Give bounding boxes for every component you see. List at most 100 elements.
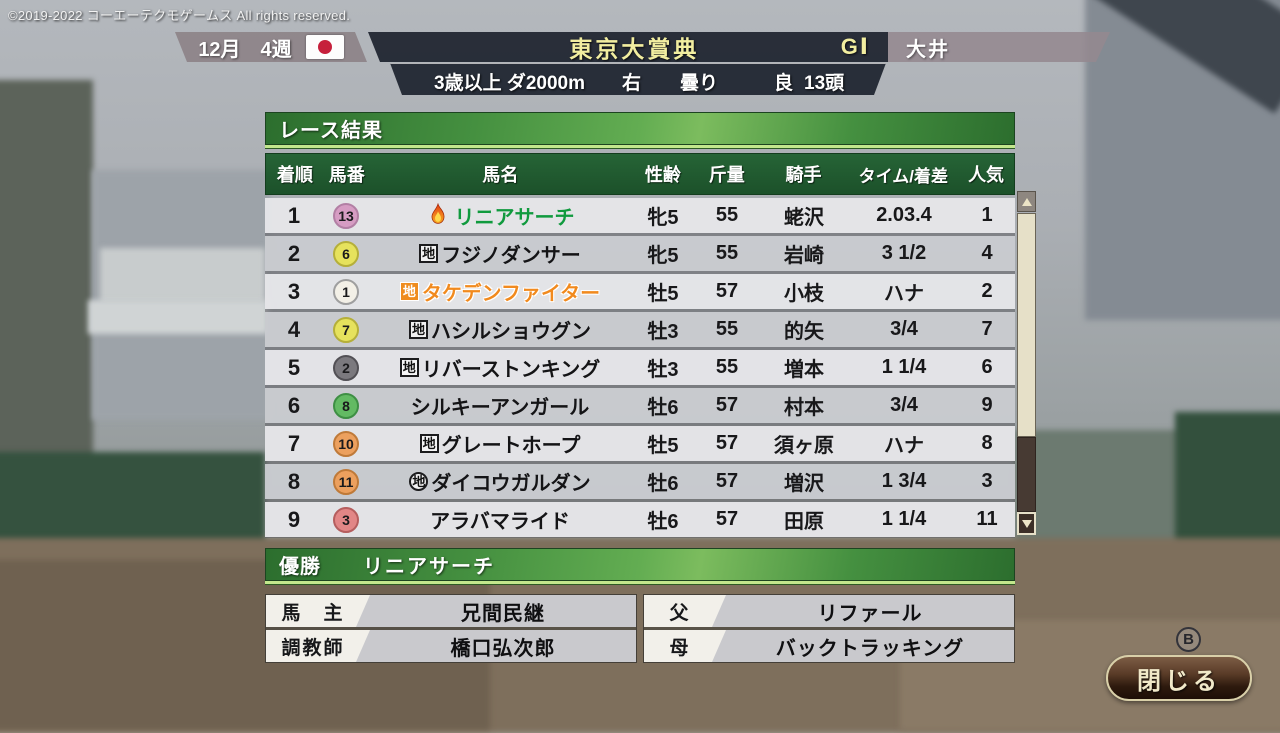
flame-icon: [431, 202, 444, 224]
carried-weight: 57: [715, 470, 739, 492]
horse-number-cell: 1: [323, 278, 369, 305]
gamepad-b-badge: B: [1176, 627, 1201, 652]
horse-name: リニアサーチ: [454, 207, 575, 229]
jockey: 小枝: [784, 283, 824, 305]
date-bar: 12月 4週: [175, 32, 367, 62]
panel-accent-line: [265, 145, 1015, 149]
col-finish: 着順: [276, 165, 313, 185]
wall-right: [1015, 430, 1180, 545]
race-title-bar: 東京大賞典 GⅠ: [368, 32, 888, 62]
carried-weight: 57: [715, 432, 739, 454]
horse-name-cell: 地 ダイコウガルダン: [369, 467, 631, 496]
horse-number-cell: 10: [323, 430, 369, 457]
track-bar: 大井: [888, 32, 1110, 62]
table-row[interactable]: 9 3 アラバマライド 牡6 57 田原 1 1/4 11: [265, 502, 1015, 537]
horse-name-cell: シルキーアンガール: [369, 391, 631, 420]
finish-position: 6: [287, 392, 301, 418]
race-date: 12月 4週: [198, 38, 292, 61]
owner-row: 馬 主 兄間民継: [266, 595, 636, 627]
race-conditions-bar: 3歳以上 ダ2000m 右 曇り 良 13頭: [390, 63, 886, 95]
chi-mark: 地: [419, 244, 439, 263]
scroll-up-button[interactable]: [1017, 191, 1036, 212]
flag-sun: [318, 40, 332, 54]
condition-head-count: 13頭: [804, 73, 845, 94]
finish-position: 4: [287, 316, 301, 342]
scroll-down-button[interactable]: [1017, 512, 1036, 535]
col-sexage: 性齢: [644, 165, 681, 185]
sire-row: 父 リファール: [644, 595, 1014, 627]
carried-weight: 55: [715, 242, 739, 264]
panel-accent-line: [265, 581, 1015, 585]
jockey: 村本: [784, 397, 824, 419]
horse-name: ハシルショウグン: [431, 321, 591, 343]
panel-title: レース結果: [265, 112, 1015, 145]
time-margin: ハナ: [884, 435, 924, 457]
horse-name: リバーストンキング: [421, 359, 601, 381]
horse-name: ダイコウガルダン: [431, 473, 591, 495]
finish-position: 3: [287, 278, 301, 304]
trainer-row: 調教師 橋口弘次郎: [266, 630, 636, 662]
scrollbar-track[interactable]: [1017, 437, 1036, 512]
dam-row: 母 バックトラッキング: [644, 630, 1014, 662]
carried-weight: 57: [715, 508, 739, 530]
jockey: 増沢: [784, 473, 824, 495]
horse-name-cell: 地 グレートホープ: [369, 429, 631, 458]
horse-number-cell: 8: [323, 392, 369, 419]
scroll-up-icon: [1021, 197, 1032, 206]
sex-age: 牝5: [647, 207, 679, 229]
col-time: タイム/着差: [858, 166, 948, 186]
horse-number-cell: 13: [323, 202, 369, 229]
jockey: 的矢: [784, 321, 824, 343]
trainer-label: 調教師: [266, 630, 370, 662]
horse-number-circle: 3: [333, 506, 359, 533]
owner-label: 馬 主: [266, 595, 370, 627]
table-row[interactable]: 3 1 地 タケデンファイター 牡5 57 小枝 ハナ 2: [265, 274, 1015, 309]
jockey: 増本: [784, 359, 824, 381]
time-margin: 1 1/4: [881, 356, 927, 378]
popularity: 7: [981, 318, 993, 340]
finish-position: 5: [287, 354, 301, 380]
horse-name-cell: 地 リバーストンキング: [369, 353, 631, 382]
horse-number-circle: 1: [333, 278, 359, 305]
race-grade: GⅠ: [840, 34, 870, 59]
table-row[interactable]: 5 2 地 リバーストンキング 牡3 55 増本 1 1/4 6: [265, 350, 1015, 385]
close-button[interactable]: 閉じる: [1106, 655, 1252, 701]
winner-info-grid: 馬 主 兄間民継 調教師 橋口弘次郎 父 リファール 母 バックトラッキング: [265, 594, 1015, 663]
horse-number-circle: 8: [333, 392, 359, 419]
jockey: 田原: [784, 511, 824, 533]
winner-info-right-column: 父 リファール 母 バックトラッキング: [643, 594, 1015, 663]
table-row[interactable]: 2 6 地 フジノダンサー 牝5 55 岩崎 3 1/2 4: [265, 236, 1015, 271]
sex-age: 牡6: [647, 473, 679, 495]
sex-age: 牝5: [647, 245, 679, 267]
popularity: 6: [981, 356, 993, 378]
horse-name: シルキーアンガール: [410, 397, 590, 419]
table-row[interactable]: 8 11 地 ダイコウガルダン 牡6 57 増沢 1 3/4 3: [265, 464, 1015, 499]
winner-info-left-column: 馬 主 兄間民継 調教師 橋口弘次郎: [265, 594, 637, 663]
sex-age: 牡3: [647, 359, 679, 381]
finish-position: 8: [287, 468, 301, 494]
rail-fence: [88, 300, 268, 334]
horse-number-circle: 2: [333, 354, 359, 381]
horse-name: フジノダンサー: [441, 245, 581, 267]
table-row[interactable]: 7 10 地 グレートホープ 牡5 57 須ヶ原 ハナ 8: [265, 426, 1015, 461]
scrollbar-thumb[interactable]: [1017, 213, 1036, 437]
table-row[interactable]: 6 8 シルキーアンガール 牡6 57 村本 3/4 9: [265, 388, 1015, 423]
finish-position: 9: [287, 506, 301, 532]
sex-age: 牡3: [647, 321, 679, 343]
horse-name: アラバマライド: [430, 511, 570, 533]
chi-mark: 地: [399, 358, 419, 377]
jockey: 須ヶ原: [774, 435, 834, 457]
finish-position: 1: [287, 202, 301, 228]
popularity: 2: [981, 280, 993, 302]
table-row[interactable]: 1 13 リニアサーチ 牝5 55 蛯沢 2.03.4 1: [265, 198, 1015, 233]
carried-weight: 57: [715, 280, 739, 302]
horse-number-circle: 11: [333, 468, 359, 495]
sire-label: 父: [644, 595, 726, 627]
col-jockey: 騎手: [785, 165, 822, 185]
popularity: 1: [981, 204, 993, 226]
chi-mark: 地: [409, 320, 428, 339]
table-row[interactable]: 4 7 地 ハシルショウグン 牡3 55 的矢 3/4 7: [265, 312, 1015, 347]
copyright-text: ©2019-2022 コーエーテクモゲームス All rights reserv…: [8, 8, 351, 23]
time-margin: 3 1/2: [881, 242, 927, 264]
chi-mark: 地: [409, 472, 429, 491]
